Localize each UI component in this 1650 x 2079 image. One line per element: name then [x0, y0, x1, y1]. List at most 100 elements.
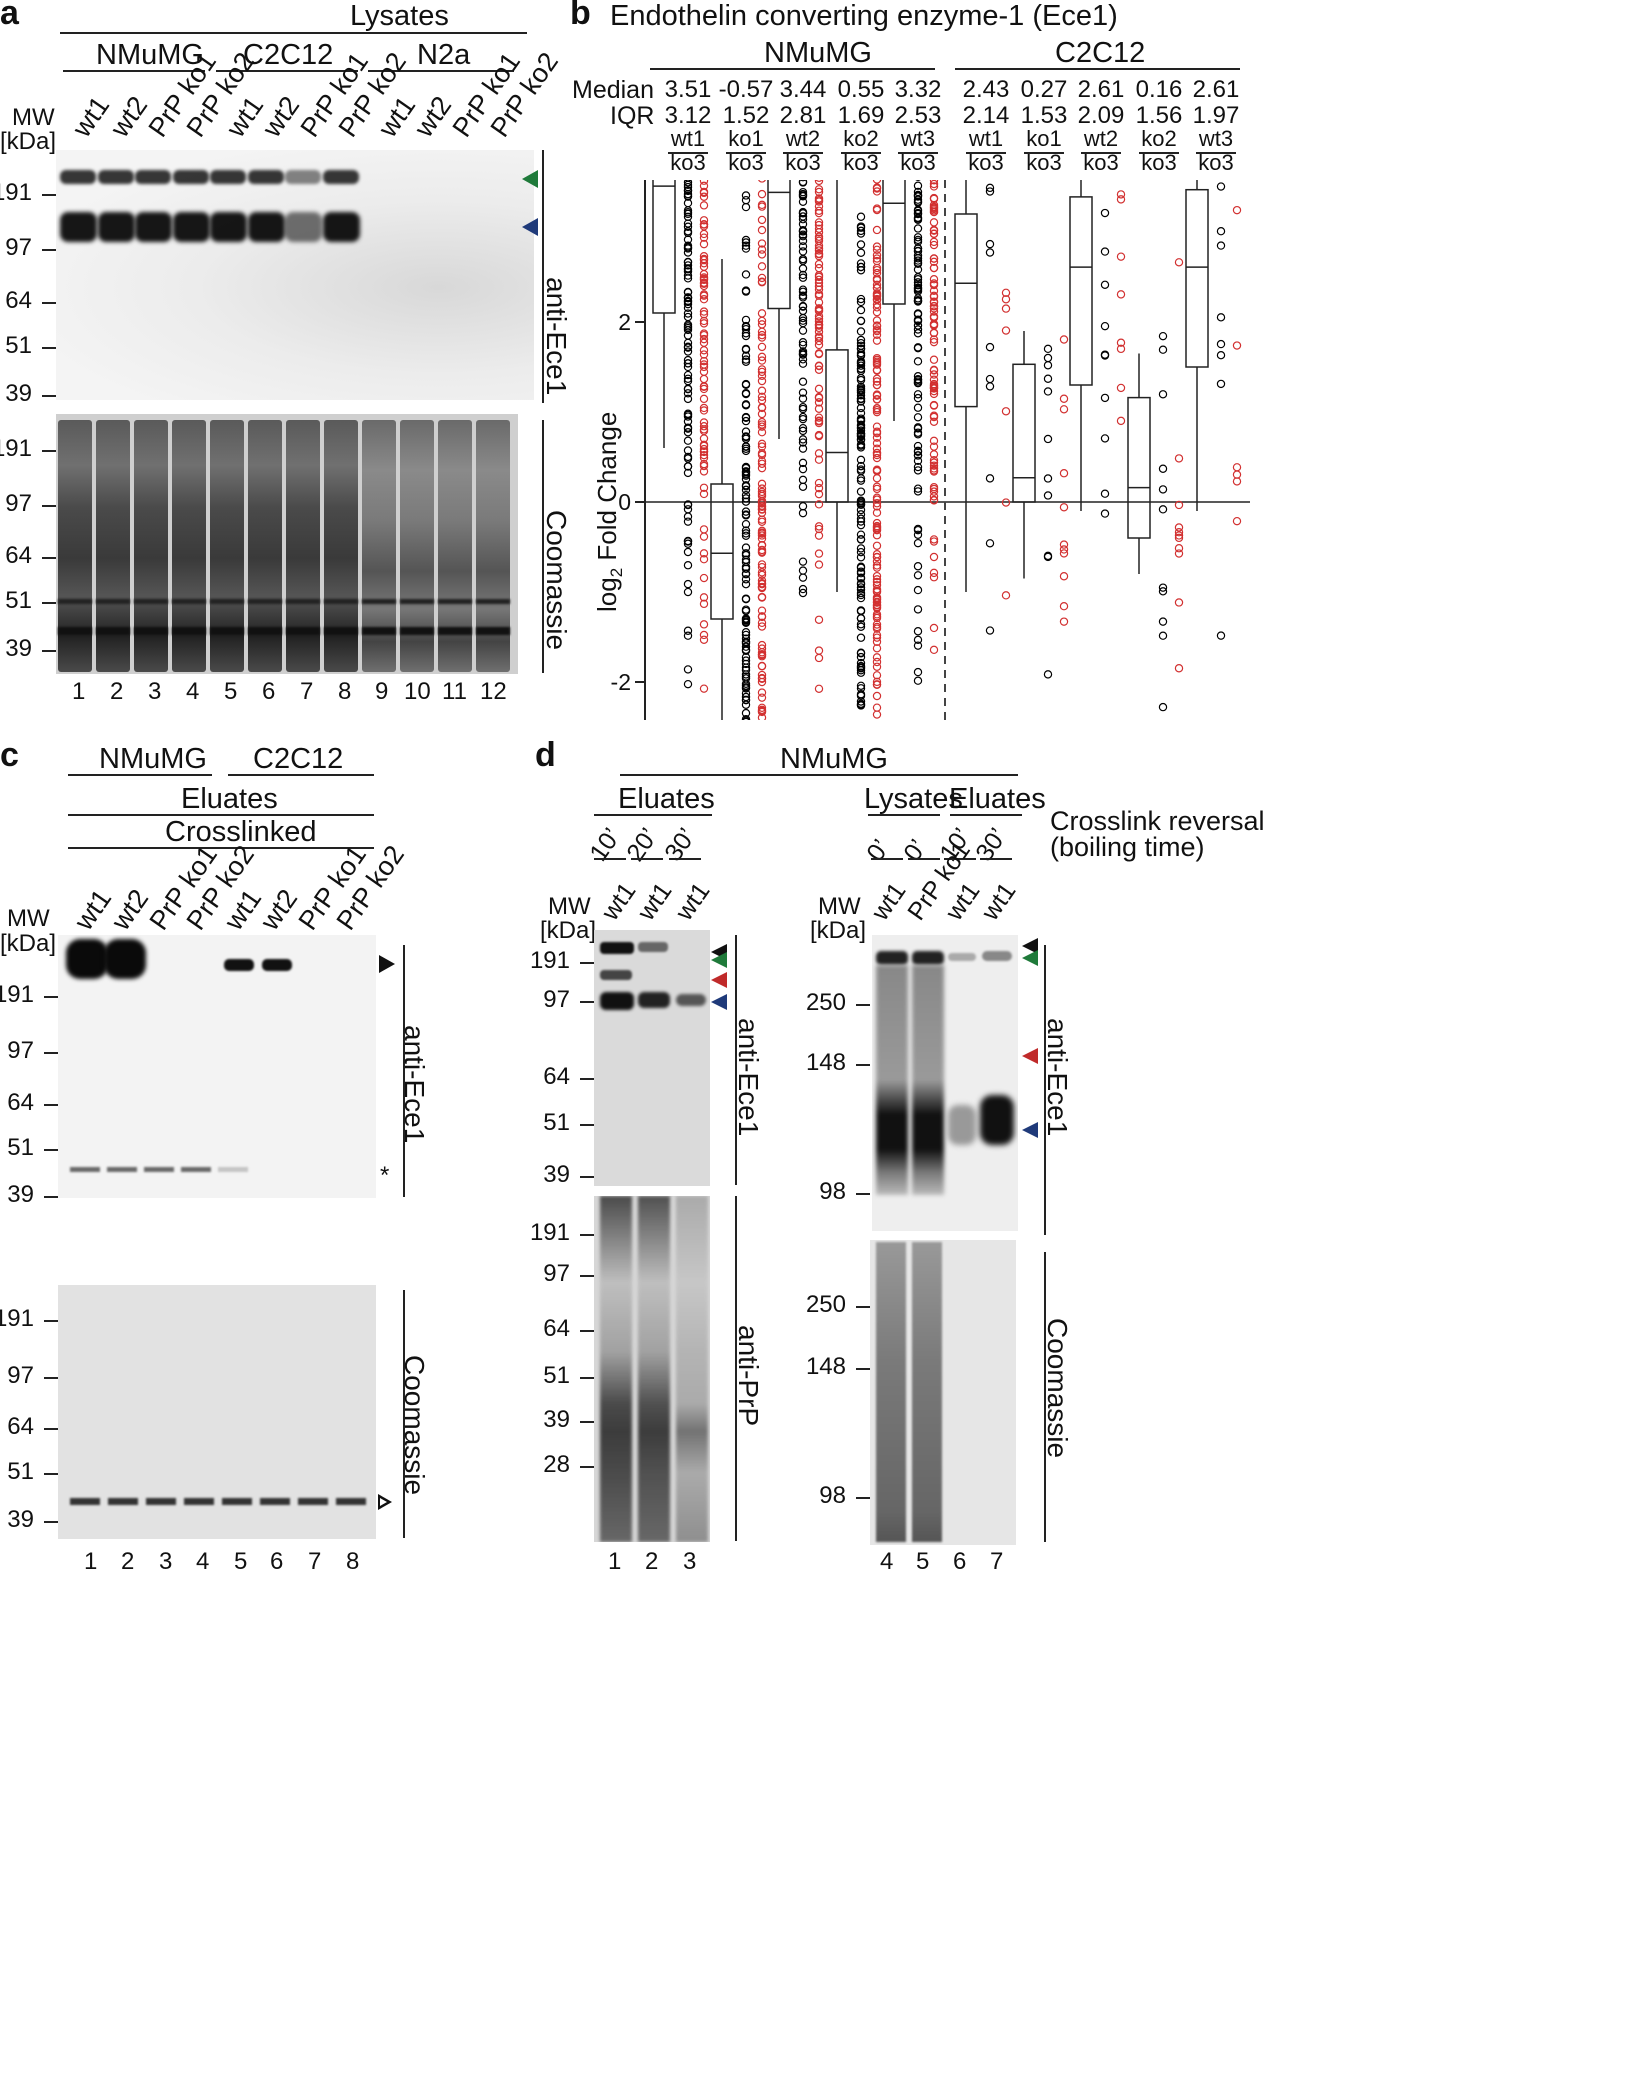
lane-number: 8 [338, 678, 352, 705]
data-point [683, 389, 693, 398]
data-point [856, 514, 866, 523]
lane-number: 6 [270, 1548, 284, 1575]
boiling-time: (boiling time) [1050, 832, 1205, 862]
prp-smear [676, 1196, 708, 1542]
iqr-value: 1.53 [1020, 102, 1068, 129]
data-point [814, 500, 824, 509]
box [882, 180, 906, 305]
data-point [699, 334, 709, 344]
mw-tick [580, 1078, 594, 1080]
ratio-denominator: ko3 [1026, 150, 1062, 175]
data-point [1216, 339, 1226, 349]
data-point [683, 587, 693, 597]
data-point [741, 481, 751, 490]
data-point [872, 602, 882, 612]
data-point [872, 680, 882, 689]
time-rule [980, 858, 1012, 860]
data-point [872, 499, 882, 508]
data-point [872, 620, 882, 629]
data-point [699, 620, 709, 629]
data-point [856, 226, 866, 236]
data-point [757, 376, 767, 386]
mw-header: MW [12, 104, 55, 131]
eluates-right-header: Eluates [949, 783, 1046, 815]
data-point [741, 413, 751, 422]
mw-marker-label: 191 [0, 435, 32, 462]
box [825, 349, 849, 503]
band [224, 959, 254, 971]
anti-ece1-label: anti-Ece1 [399, 1025, 430, 1144]
data-point [757, 612, 767, 621]
data-point [757, 688, 767, 697]
data-point [741, 634, 751, 643]
data-point [929, 257, 939, 267]
coomassie-band-39 [400, 627, 434, 635]
lane-number: 9 [375, 678, 389, 705]
data-point [757, 457, 767, 466]
lane-label: wt1 [596, 877, 642, 926]
data-point [814, 224, 824, 234]
data-point [699, 441, 709, 451]
data-point [1174, 549, 1184, 558]
data-point [798, 423, 808, 433]
data-point [741, 462, 751, 472]
data-point [814, 317, 824, 326]
mw-tick [856, 1368, 870, 1370]
data-point [872, 254, 882, 263]
lower-band [172, 212, 210, 242]
data-point [741, 235, 751, 245]
data-point [757, 703, 767, 713]
data-point [1158, 583, 1168, 592]
panel-letter-b: b [570, 0, 591, 32]
data-point [699, 255, 709, 265]
lane-number: 6 [953, 1548, 967, 1575]
lane-number: 7 [308, 1548, 322, 1575]
data-point [757, 582, 767, 592]
c2c12-rule [216, 70, 358, 72]
coomassie-band [260, 1498, 290, 1505]
data-point [872, 474, 882, 483]
data-point [872, 225, 882, 235]
time-rule [631, 858, 663, 860]
coomassie-lane [912, 1242, 942, 1542]
data-point [856, 443, 866, 452]
data-point [683, 322, 693, 331]
data-point [798, 502, 808, 511]
data-point [741, 351, 751, 361]
data-point [856, 700, 866, 709]
iqr-value: 2.14 [962, 102, 1010, 129]
mw-tick [42, 557, 56, 559]
data-point [929, 365, 939, 375]
data-point [741, 659, 751, 669]
panel-letter-a: a [0, 0, 19, 32]
cellline-nmumg: NMuMG [96, 39, 204, 71]
data-point [856, 440, 866, 449]
data-point [757, 439, 767, 449]
right-ece1-blot [872, 935, 1018, 1231]
box [1127, 396, 1151, 539]
mw-marker-label: 39 [7, 1506, 34, 1533]
data-point [757, 593, 767, 602]
iqr-value: 1.56 [1135, 102, 1183, 129]
data-point [872, 453, 882, 463]
prp-smear [638, 1196, 670, 1542]
data-point [699, 444, 709, 454]
mw-marker-label: 97 [543, 1260, 570, 1287]
mw-marker-label: 191 [0, 981, 34, 1008]
data-point [683, 374, 693, 383]
nmumg-rule [68, 774, 212, 776]
coomassie-band [336, 1498, 366, 1505]
data-point [985, 382, 995, 391]
data-point [872, 380, 882, 390]
ratio-bar [1081, 152, 1121, 154]
data-point [683, 331, 693, 340]
data-point [1001, 498, 1011, 507]
data-point [913, 441, 923, 451]
asterisk-band [181, 1167, 211, 1172]
data-point [814, 249, 824, 258]
box [710, 483, 734, 620]
data-point [683, 271, 693, 280]
data-point [929, 375, 939, 384]
eluates-left-rule [594, 814, 712, 816]
time-rule [871, 858, 903, 860]
